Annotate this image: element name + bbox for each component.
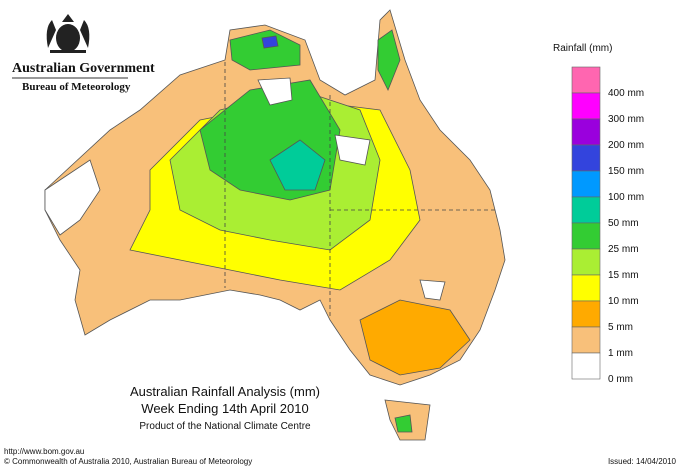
legend-label: 100 mm: [608, 192, 644, 203]
legend-swatch: [571, 196, 601, 224]
logo: [46, 14, 90, 53]
header-subtitle: Bureau of Meteorology: [22, 81, 131, 93]
legend-swatch: [571, 248, 601, 276]
legend-label: 5 mm: [608, 322, 633, 333]
legend-swatch: [571, 92, 601, 120]
legend-swatch: [571, 274, 601, 302]
legend-label: 300 mm: [608, 114, 644, 125]
legend-swatch: [571, 352, 601, 380]
legend-label: 50 mm: [608, 218, 639, 229]
footer-issued: Issued: 14/04/2010: [608, 457, 677, 466]
legend-label: 10 mm: [608, 296, 639, 307]
legend-swatch: [571, 118, 601, 146]
map-credit: Product of the National Climate Centre: [139, 421, 311, 432]
legend: 400 mm 300 mm 200 mm 150 mm 100 mm 50 mm 25 mm…: [571, 66, 644, 385]
footer-url: http://www.bom.gov.au: [4, 447, 84, 456]
legend-swatch: [571, 170, 601, 198]
legend-title: Rainfall (mm): [553, 43, 612, 54]
legend-swatch: [571, 300, 601, 328]
legend-swatch: [571, 66, 601, 94]
legend-label: 150 mm: [608, 166, 644, 177]
legend-label: 0 mm: [608, 374, 633, 385]
map: [44, 9, 506, 441]
legend-label: 200 mm: [608, 140, 644, 151]
footer-copyright: © Commonwealth of Australia 2010, Austra…: [4, 457, 252, 466]
legend-label: 25 mm: [608, 244, 639, 255]
legend-label: 400 mm: [608, 88, 644, 99]
header-title: Australian Government: [12, 61, 155, 76]
map-title: Australian Rainfall Analysis (mm): [130, 384, 320, 399]
legend-swatch: [571, 326, 601, 354]
map-subtitle: Week Ending 14th April 2010: [141, 401, 308, 416]
legend-label: 1 mm: [608, 348, 633, 359]
legend-swatch: [571, 222, 601, 250]
legend-swatch: [571, 144, 601, 172]
legend-label: 15 mm: [608, 270, 639, 281]
